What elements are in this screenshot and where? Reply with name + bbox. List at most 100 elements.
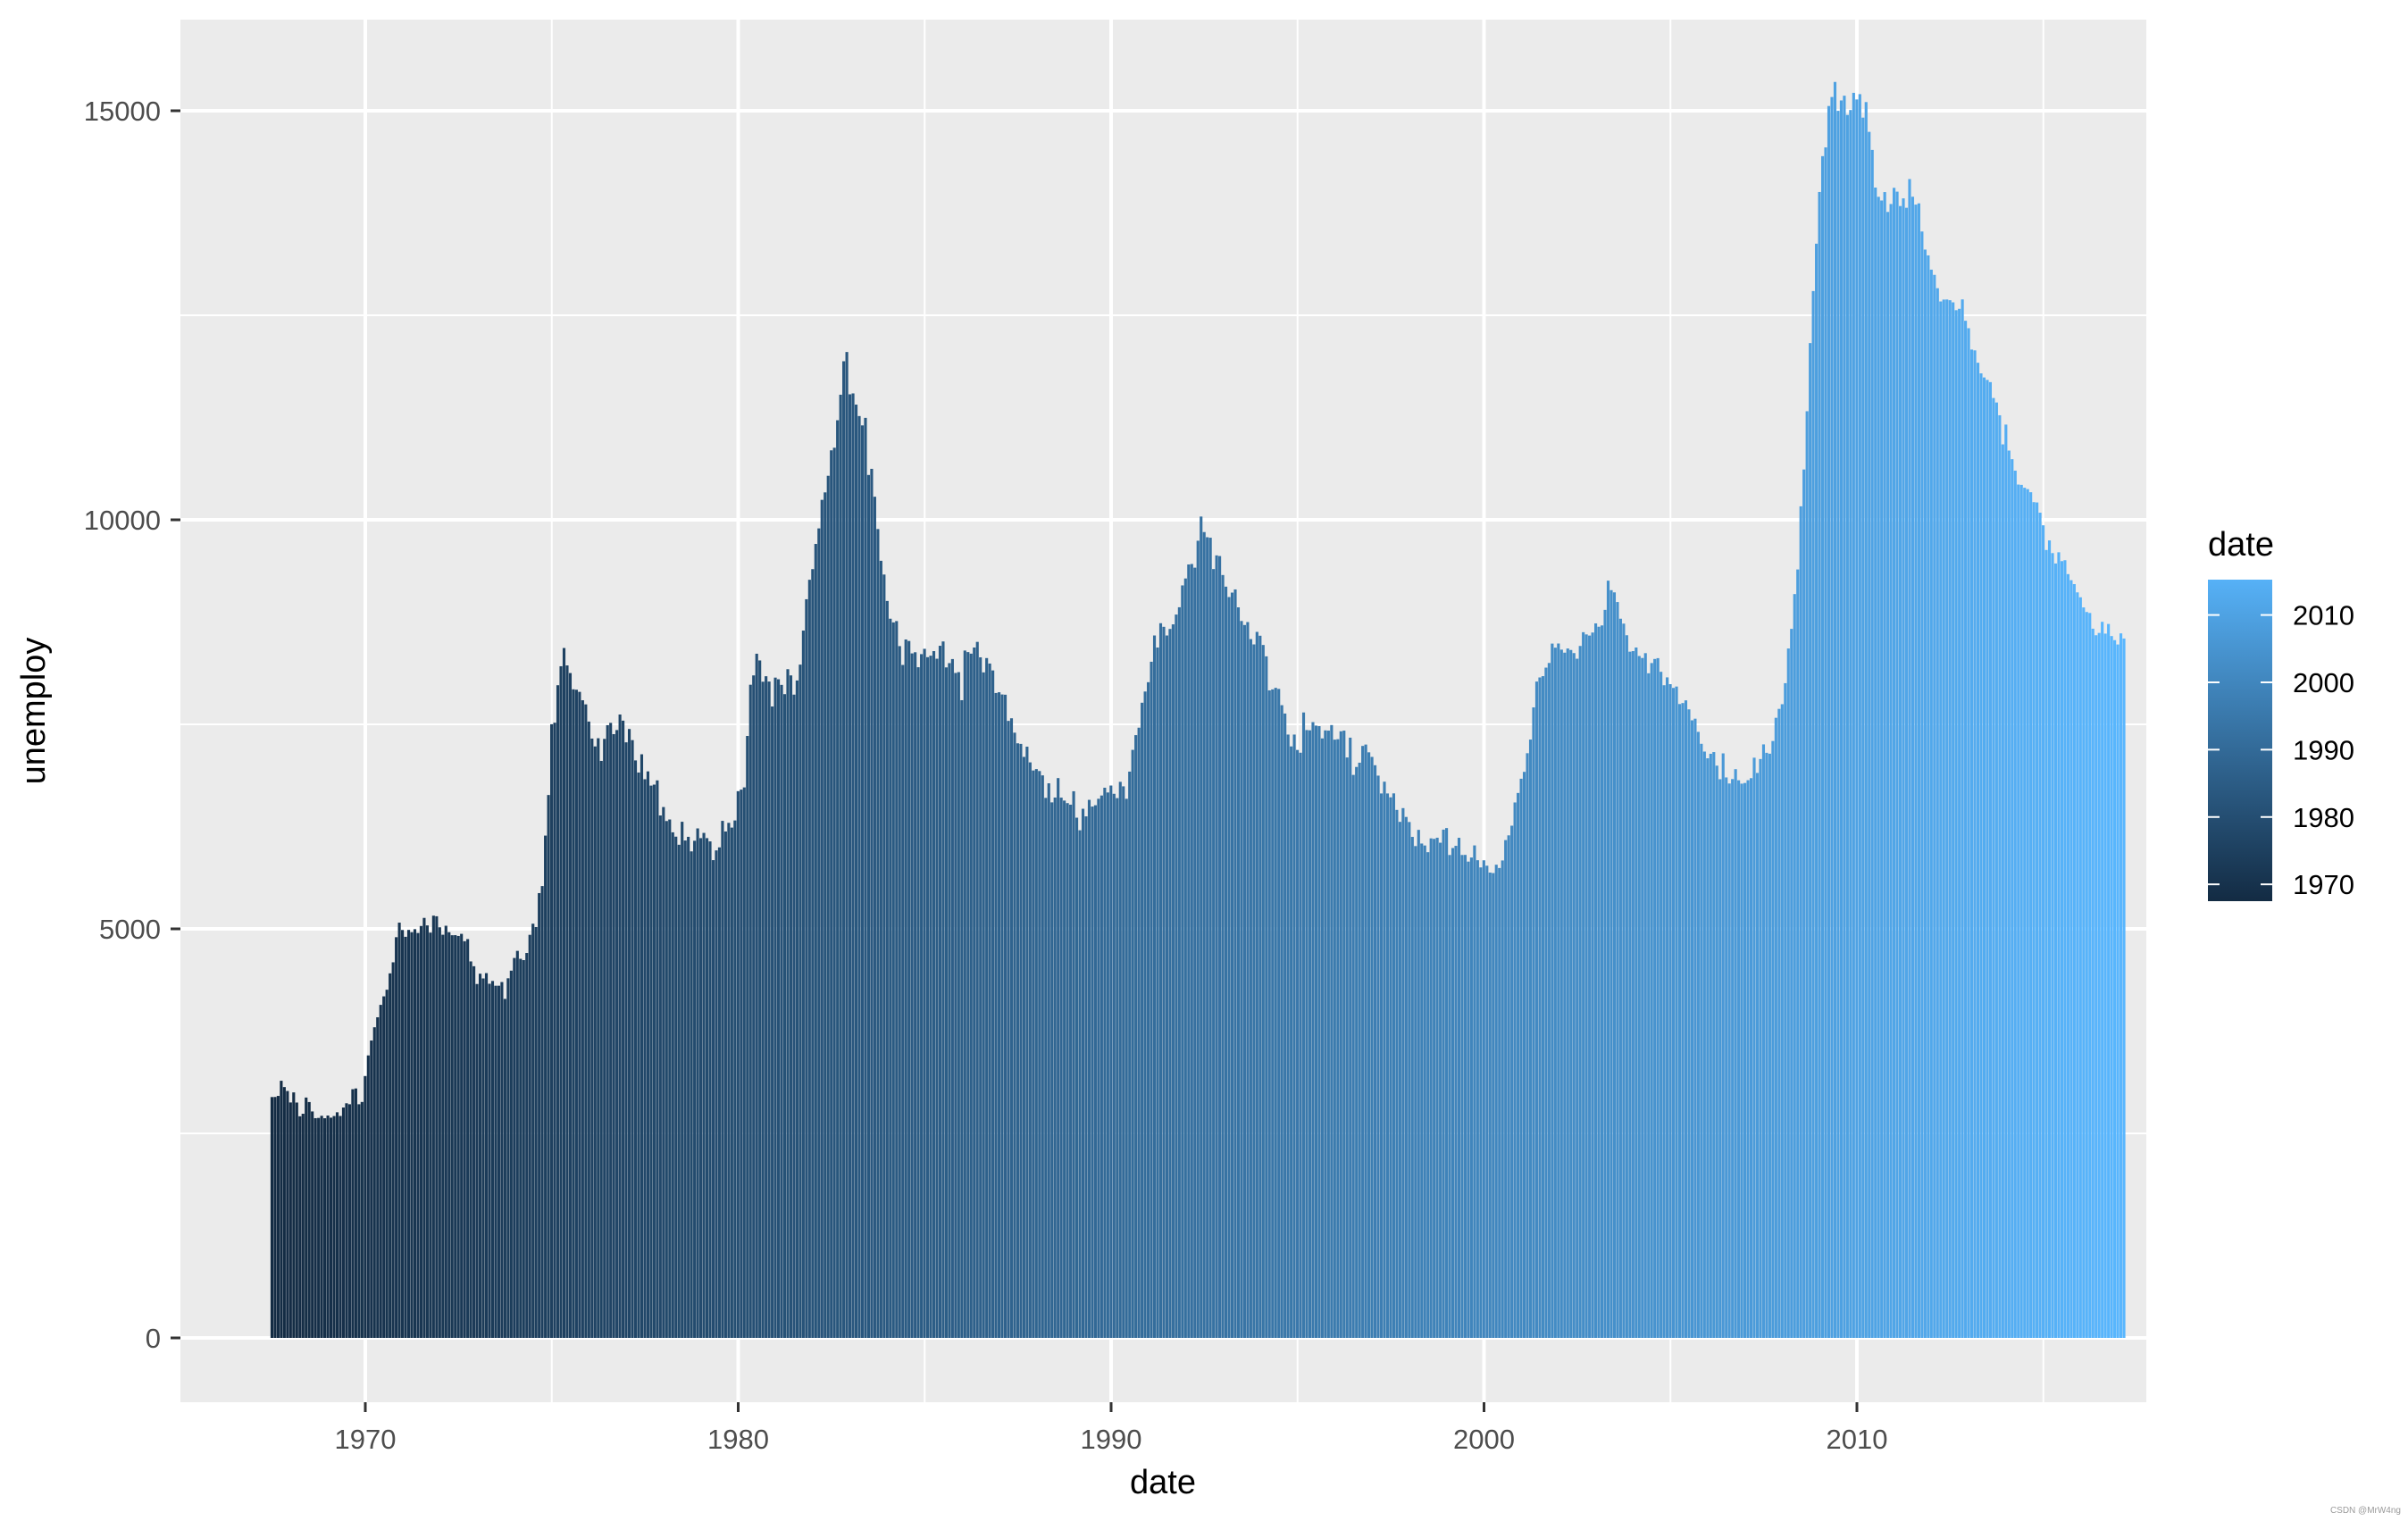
bar xyxy=(1277,689,1281,1338)
bar xyxy=(1283,713,1287,1338)
bar xyxy=(1721,753,1725,1338)
bar xyxy=(1513,802,1517,1338)
bar xyxy=(1013,732,1016,1338)
bar xyxy=(1702,751,1706,1338)
bar xyxy=(1451,848,1455,1338)
bar xyxy=(1128,771,1132,1338)
bar xyxy=(1063,800,1066,1338)
bar xyxy=(1811,290,1815,1338)
bar xyxy=(711,860,715,1338)
bar xyxy=(2057,552,2061,1338)
bar xyxy=(410,932,414,1338)
bar xyxy=(1333,740,1336,1338)
bar xyxy=(736,790,740,1338)
bar xyxy=(1945,299,1949,1338)
bar xyxy=(1727,783,1731,1338)
bar xyxy=(1746,780,1750,1338)
bar xyxy=(503,999,506,1338)
bar xyxy=(730,827,733,1338)
bar xyxy=(876,529,880,1338)
bar xyxy=(1849,110,1852,1338)
legend-colorbar xyxy=(2208,580,2272,901)
bar xyxy=(705,838,709,1338)
bar xyxy=(1653,658,1657,1338)
bar xyxy=(1385,793,1390,1338)
bar xyxy=(758,660,762,1338)
bar xyxy=(658,815,662,1338)
bar xyxy=(1112,793,1116,1338)
bar xyxy=(941,641,945,1338)
bar xyxy=(1200,516,1203,1338)
bar xyxy=(1666,677,1669,1338)
bar xyxy=(1958,308,1961,1338)
bar xyxy=(1404,816,1408,1338)
bar xyxy=(456,935,460,1338)
bar xyxy=(929,656,932,1338)
bar xyxy=(1864,102,1868,1338)
bar xyxy=(1429,838,1433,1338)
bar xyxy=(923,648,926,1338)
bar xyxy=(1687,709,1691,1338)
bar xyxy=(910,653,914,1338)
bar xyxy=(463,940,466,1338)
bar xyxy=(1725,777,1728,1338)
bar xyxy=(1398,822,1401,1338)
bar xyxy=(372,1027,376,1338)
bar xyxy=(1855,99,1859,1339)
bar xyxy=(568,673,573,1338)
bar xyxy=(515,950,519,1338)
bar xyxy=(1116,798,1119,1338)
bar xyxy=(633,760,638,1338)
bar xyxy=(966,652,970,1338)
y-tick-label: 5000 xyxy=(99,914,161,945)
bar xyxy=(1886,212,1890,1338)
bar xyxy=(460,933,464,1338)
bar xyxy=(1737,780,1741,1338)
bar xyxy=(1292,734,1296,1338)
bar xyxy=(1547,663,1551,1338)
bar xyxy=(904,639,907,1338)
bar xyxy=(1920,231,1924,1339)
bar xyxy=(280,1081,283,1338)
bar xyxy=(646,771,649,1338)
bar xyxy=(1768,753,1771,1338)
bar xyxy=(603,739,606,1338)
bar xyxy=(609,723,613,1338)
bar xyxy=(2023,488,2027,1338)
bar xyxy=(1622,623,1626,1338)
bar xyxy=(1410,837,1414,1338)
bar xyxy=(1582,631,1585,1338)
bar xyxy=(1519,778,1523,1338)
bar xyxy=(870,468,874,1338)
bar xyxy=(717,847,722,1338)
bar xyxy=(1594,623,1598,1338)
bar xyxy=(1572,653,1576,1338)
bar xyxy=(1880,200,1884,1339)
bar xyxy=(1122,786,1125,1338)
bar xyxy=(1230,592,1234,1338)
bar xyxy=(891,622,895,1338)
bar xyxy=(748,684,752,1338)
bar xyxy=(1019,743,1023,1338)
bar xyxy=(364,1075,367,1338)
bar xyxy=(354,1088,357,1338)
bar xyxy=(727,823,731,1338)
bar xyxy=(1177,606,1181,1338)
bar xyxy=(1510,825,1514,1338)
legend-ticks: 2010 2000 1990 1980 1970 xyxy=(2208,600,2354,900)
bar xyxy=(1433,839,1436,1338)
bar xyxy=(1171,624,1175,1338)
bar xyxy=(1967,328,1970,1339)
bar xyxy=(472,965,476,1338)
bar xyxy=(1208,538,1212,1338)
bar xyxy=(811,569,815,1338)
bar xyxy=(1551,643,1554,1338)
bar xyxy=(317,1117,321,1338)
bar xyxy=(860,425,865,1338)
bar xyxy=(1364,744,1367,1338)
bar xyxy=(1734,769,1737,1338)
bar xyxy=(379,1005,382,1338)
bar xyxy=(889,618,892,1338)
bar xyxy=(1528,740,1533,1338)
